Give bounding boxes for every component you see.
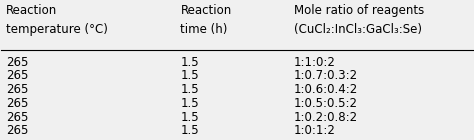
Text: 265: 265 [6,111,28,124]
Text: 1.5: 1.5 [181,124,199,137]
Text: Reaction: Reaction [181,4,232,18]
Text: Mole ratio of reagents: Mole ratio of reagents [293,4,424,18]
Text: time (h): time (h) [181,23,228,36]
Text: 1.5: 1.5 [181,56,199,68]
Text: 1.5: 1.5 [181,83,199,96]
Text: 265: 265 [6,124,28,137]
Text: 1:1:0:2: 1:1:0:2 [293,56,336,68]
Text: 1:0.6:0.4:2: 1:0.6:0.4:2 [293,83,358,96]
Text: Reaction: Reaction [6,4,57,18]
Text: 265: 265 [6,83,28,96]
Text: (CuCl₂:InCl₃:GaCl₃:Se): (CuCl₂:InCl₃:GaCl₃:Se) [293,23,421,36]
Text: 1.5: 1.5 [181,111,199,124]
Text: 265: 265 [6,56,28,68]
Text: 1:0.5:0.5:2: 1:0.5:0.5:2 [293,97,357,110]
Text: 265: 265 [6,69,28,82]
Text: temperature (°C): temperature (°C) [6,23,108,36]
Text: 1.5: 1.5 [181,97,199,110]
Text: 265: 265 [6,97,28,110]
Text: 1.5: 1.5 [181,69,199,82]
Text: 1:0.7:0.3:2: 1:0.7:0.3:2 [293,69,358,82]
Text: 1:0.2:0.8:2: 1:0.2:0.8:2 [293,111,358,124]
Text: 1:0:1:2: 1:0:1:2 [293,124,336,137]
